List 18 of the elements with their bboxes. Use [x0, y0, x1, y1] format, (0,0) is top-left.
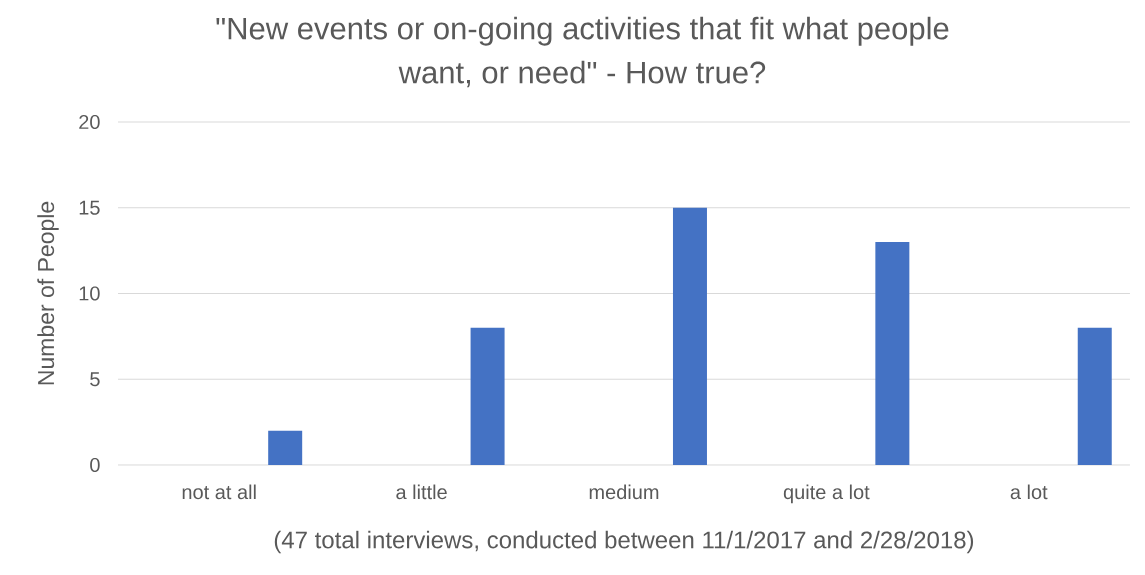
y-tick-label: 15 — [79, 200, 100, 215]
bar — [1077, 327, 1112, 465]
x-tick-label: a lot — [1010, 484, 1048, 500]
x-tick-label: not at all — [182, 484, 256, 500]
y-tick-label: 10 — [79, 286, 100, 301]
x-tick-label: medium — [589, 484, 659, 500]
y-tick-label: 0 — [90, 457, 100, 473]
x-tick-label: quite a lot — [783, 484, 870, 504]
text: (47 total interviews, conducted between 11/1/2017 and 2/28/2018) — [274, 530, 974, 554]
bar — [672, 207, 707, 465]
y-axis-title: Number of People — [37, 201, 59, 385]
bar — [470, 327, 505, 465]
chart-title: "New events or on-going activities that fit what people want, or need" - How true? — [216, 16, 949, 88]
bar — [268, 430, 303, 465]
x-tick-label: a little — [396, 484, 447, 500]
y-tick-label: 5 — [90, 372, 100, 387]
bar — [875, 242, 910, 465]
y-tick-label: 20 — [79, 114, 100, 130]
